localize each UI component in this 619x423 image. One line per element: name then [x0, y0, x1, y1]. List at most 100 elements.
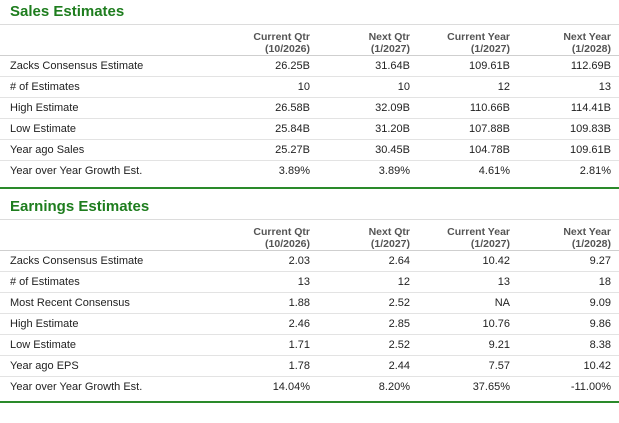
header-date: (1/2027): [470, 43, 510, 55]
cell-value: 2.64: [318, 250, 418, 272]
header-date: (10/2026): [265, 238, 310, 250]
cell-value: 9.09: [518, 292, 619, 314]
cell-value: 3.89%: [318, 160, 418, 181]
table-row: # of Estimates 13 12 13 18: [0, 271, 619, 293]
cell-value: 30.45B: [318, 139, 418, 161]
cell-value: 18: [518, 271, 619, 293]
cell-value: 10.42: [518, 355, 619, 377]
earnings-header-current-qtr: Current Qtr (10/2026): [210, 220, 318, 251]
header-period: Next Qtr: [368, 226, 410, 238]
cell-value: 9.21: [418, 334, 518, 356]
cell-value: NA: [418, 292, 518, 314]
earnings-title-divider: [0, 219, 619, 220]
cell-value: 2.52: [318, 292, 418, 314]
cell-value: 10: [318, 76, 418, 98]
earnings-estimates-table: Current Qtr (10/2026) Next Qtr (1/2027) …: [0, 220, 619, 397]
cell-value: 31.20B: [318, 118, 418, 140]
section-divider: [0, 187, 619, 189]
cell-value: 2.81%: [518, 160, 619, 181]
table-row: # of Estimates 10 10 12 13: [0, 76, 619, 98]
row-label: # of Estimates: [0, 76, 210, 98]
cell-value: 25.84B: [210, 118, 318, 140]
cell-value: 8.20%: [318, 376, 418, 397]
table-row: Year over Year Growth Est. 14.04% 8.20% …: [0, 376, 619, 397]
earnings-header-current-year: Current Year (1/2027): [418, 220, 518, 251]
cell-value: 8.38: [518, 334, 619, 356]
earnings-header-blank: [0, 220, 210, 251]
cell-value: 2.46: [210, 313, 318, 335]
cell-value: 14.04%: [210, 376, 318, 397]
earnings-header-row: Current Qtr (10/2026) Next Qtr (1/2027) …: [0, 220, 619, 251]
cell-value: 9.27: [518, 250, 619, 272]
row-label: Low Estimate: [0, 334, 210, 356]
header-date: (1/2028): [571, 43, 611, 55]
cell-value: 32.09B: [318, 97, 418, 119]
section-divider: [0, 401, 619, 403]
header-period: Next Year: [563, 31, 611, 43]
sales-header-row: Current Qtr (10/2026) Next Qtr (1/2027) …: [0, 25, 619, 56]
cell-value: 12: [318, 271, 418, 293]
header-period: Current Year: [447, 226, 510, 238]
row-label: Year over Year Growth Est.: [0, 160, 210, 181]
row-label: Low Estimate: [0, 118, 210, 140]
sales-header-next-qtr: Next Qtr (1/2027): [318, 25, 418, 56]
table-row: High Estimate 26.58B 32.09B 110.66B 114.…: [0, 97, 619, 119]
cell-value: 114.41B: [518, 97, 619, 119]
table-row: Year over Year Growth Est. 3.89% 3.89% 4…: [0, 160, 619, 181]
table-row: Zacks Consensus Estimate 26.25B 31.64B 1…: [0, 55, 619, 77]
table-row: Zacks Consensus Estimate 2.03 2.64 10.42…: [0, 250, 619, 272]
row-label: Most Recent Consensus: [0, 292, 210, 314]
header-date: (1/2027): [370, 43, 410, 55]
sales-estimates-title: Sales Estimates: [10, 3, 125, 20]
sales-header-current-year: Current Year (1/2027): [418, 25, 518, 56]
header-period: Current Qtr: [253, 226, 310, 238]
cell-value: 104.78B: [418, 139, 518, 161]
table-row: Year ago Sales 25.27B 30.45B 104.78B 109…: [0, 139, 619, 161]
cell-value: 2.85: [318, 313, 418, 335]
cell-value: 112.69B: [518, 55, 619, 77]
row-label: Year ago Sales: [0, 139, 210, 161]
sales-header-next-year: Next Year (1/2028): [518, 25, 619, 56]
cell-value: -11.00%: [518, 376, 619, 397]
header-date: (1/2027): [470, 238, 510, 250]
sales-estimates-section: Sales Estimates Current Qtr (10/2026) Ne…: [0, 0, 619, 189]
cell-value: 9.86: [518, 313, 619, 335]
row-label: Zacks Consensus Estimate: [0, 250, 210, 272]
cell-value: 13: [518, 76, 619, 98]
cell-value: 13: [210, 271, 318, 293]
row-label: # of Estimates: [0, 271, 210, 293]
header-period: Current Year: [447, 31, 510, 43]
cell-value: 31.64B: [318, 55, 418, 77]
cell-value: 109.83B: [518, 118, 619, 140]
cell-value: 107.88B: [418, 118, 518, 140]
header-period: Next Qtr: [368, 31, 410, 43]
cell-value: 26.58B: [210, 97, 318, 119]
cell-value: 12: [418, 76, 518, 98]
header-date: (1/2028): [571, 238, 611, 250]
header-date: (1/2027): [370, 238, 410, 250]
table-row: High Estimate 2.46 2.85 10.76 9.86: [0, 313, 619, 335]
earnings-header-next-year: Next Year (1/2028): [518, 220, 619, 251]
table-row: Low Estimate 25.84B 31.20B 107.88B 109.8…: [0, 118, 619, 140]
cell-value: 2.44: [318, 355, 418, 377]
cell-value: 10: [210, 76, 318, 98]
cell-value: 110.66B: [418, 97, 518, 119]
earnings-estimates-section: Earnings Estimates Current Qtr (10/2026)…: [0, 195, 619, 403]
row-label: High Estimate: [0, 313, 210, 335]
sales-header-blank: [0, 25, 210, 56]
cell-value: 26.25B: [210, 55, 318, 77]
row-label: Zacks Consensus Estimate: [0, 55, 210, 77]
cell-value: 2.52: [318, 334, 418, 356]
row-label: Year ago EPS: [0, 355, 210, 377]
cell-value: 37.65%: [418, 376, 518, 397]
row-label: Year over Year Growth Est.: [0, 376, 210, 397]
table-row: Year ago EPS 1.78 2.44 7.57 10.42: [0, 355, 619, 377]
cell-value: 3.89%: [210, 160, 318, 181]
cell-value: 1.71: [210, 334, 318, 356]
cell-value: 1.88: [210, 292, 318, 314]
cell-value: 10.76: [418, 313, 518, 335]
table-row: Most Recent Consensus 1.88 2.52 NA 9.09: [0, 292, 619, 314]
sales-header-current-qtr: Current Qtr (10/2026): [210, 25, 318, 56]
earnings-header-next-qtr: Next Qtr (1/2027): [318, 220, 418, 251]
cell-value: 7.57: [418, 355, 518, 377]
